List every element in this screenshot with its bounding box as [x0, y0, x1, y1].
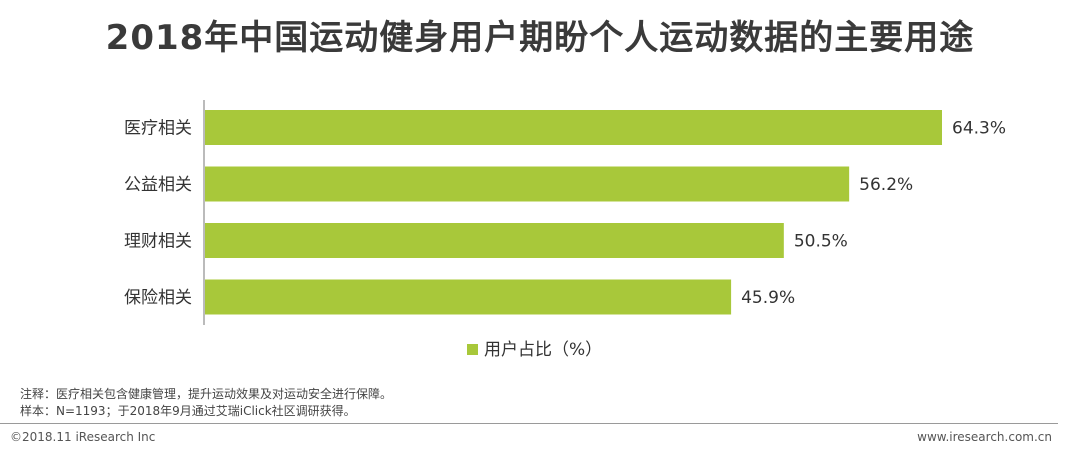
value-label-1: 56.2% [859, 175, 913, 195]
bar-1 [205, 166, 850, 202]
footnote-sample: 样本：N=1193；于2018年9月通过艾瑞iClick社区调研获得。 [20, 404, 356, 418]
value-label-0: 64.3% [952, 119, 1006, 139]
bar-2 [205, 223, 784, 258]
bars-group [205, 110, 942, 315]
category-label-3: 保险相关 [124, 288, 192, 308]
website-text: www.iresearch.com.cn [917, 430, 1052, 444]
chart-title: 2018年中国运动健身用户期盼个人运动数据的主要用途 [105, 18, 975, 58]
value-label-3: 45.9% [741, 288, 795, 308]
legend: 用户占比（%） [467, 340, 602, 360]
category-label-0: 医疗相关 [124, 119, 192, 139]
category-label-2: 理财相关 [124, 232, 192, 252]
value-label-2: 50.5% [794, 232, 848, 252]
footnotes: 注释：医疗相关包含健康管理，提升运动效果及对运动安全进行保障。 样本：N=119… [20, 386, 392, 420]
footnote-remark: 注释：医疗相关包含健康管理，提升运动效果及对运动安全进行保障。 [20, 387, 393, 401]
legend-swatch [467, 344, 478, 355]
copyright-text: ©2018.11 iResearch Inc [10, 430, 156, 444]
category-label-1: 公益相关 [124, 175, 192, 195]
bar-0 [205, 110, 942, 145]
value-labels-group: 64.3% 56.2% 50.5% 45.9% [741, 119, 1006, 309]
bar-3 [205, 279, 732, 315]
legend-label: 用户占比（%） [484, 340, 602, 360]
footer-divider [0, 423, 1058, 424]
